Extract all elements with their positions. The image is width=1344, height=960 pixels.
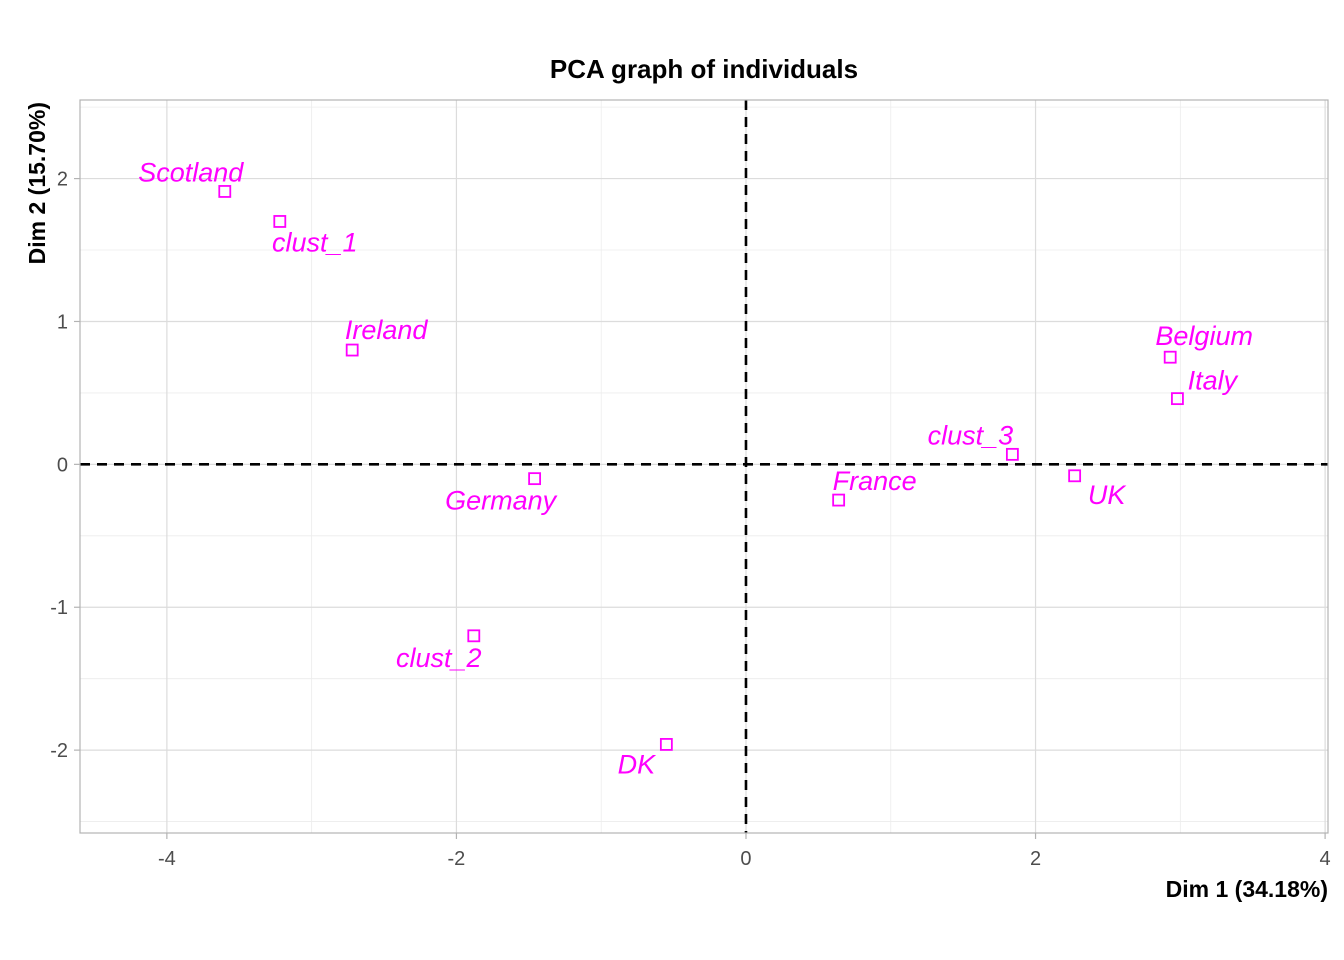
point-label: Italy [1188, 366, 1239, 396]
data-point [1068, 469, 1082, 483]
data-point [1163, 350, 1177, 364]
axis-ticks [74, 177, 1326, 839]
point-label: Ireland [345, 315, 429, 345]
data-point [345, 343, 359, 357]
data-points [218, 185, 1184, 751]
y-tick-label: 0 [57, 454, 68, 476]
data-point [832, 493, 846, 507]
plot-panel [79, 99, 1329, 834]
point-label: clust_3 [928, 420, 1014, 450]
data-point [467, 629, 481, 643]
x-tick-label: 2 [1030, 848, 1041, 870]
point-label: Germany [445, 486, 558, 516]
point-label: clust_1 [272, 227, 358, 257]
chart-title: PCA graph of individuals [550, 54, 858, 84]
x-tick-label: -2 [448, 848, 466, 870]
data-point [218, 185, 232, 198]
minor-gridlines [80, 100, 1328, 833]
y-tick-labels: -2 -1 0 1 2 [50, 169, 68, 763]
point-label: UK [1088, 480, 1126, 510]
major-gridlines [80, 100, 1328, 833]
y-tick-label: 1 [57, 311, 68, 333]
data-point [659, 738, 673, 751]
x-tick-label: -4 [158, 848, 176, 870]
y-tick-label: 2 [57, 169, 68, 191]
x-tick-labels: -4 -2 0 2 4 [158, 848, 1331, 870]
point-label: DK [618, 749, 656, 779]
point-label: Belgium [1155, 321, 1253, 351]
y-axis-title: Dim 2 (15.70%) [24, 102, 50, 264]
point-label: France [833, 466, 917, 496]
x-axis-title: Dim 1 (34.18%) [1166, 876, 1328, 902]
y-tick-label: -2 [50, 740, 68, 762]
data-point [273, 215, 287, 228]
reference-lines [80, 100, 1328, 833]
x-tick-label: 0 [740, 848, 751, 870]
point-labels: Scotland clust_1 Ireland Germany clust_2 DK Fr… [138, 157, 1253, 779]
data-point [528, 472, 542, 486]
point-label: clust_2 [396, 643, 482, 673]
data-point [1005, 447, 1019, 461]
x-tick-label: 4 [1320, 848, 1331, 870]
data-point [1171, 392, 1184, 406]
y-tick-label: -1 [50, 597, 68, 619]
point-label: Scotland [138, 157, 244, 187]
